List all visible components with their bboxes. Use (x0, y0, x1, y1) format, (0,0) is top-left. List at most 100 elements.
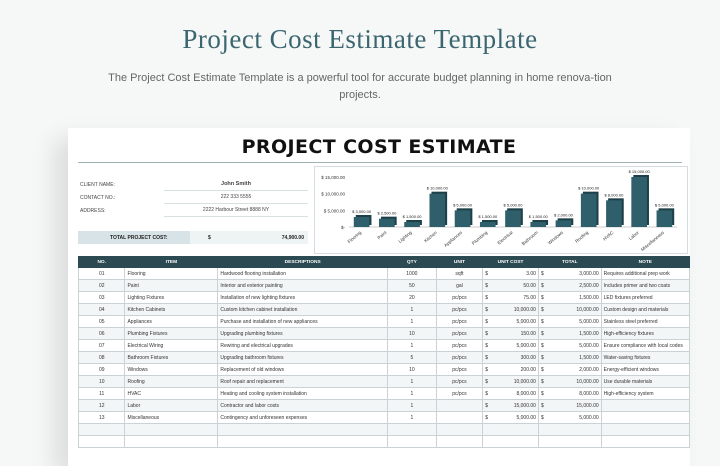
cell-description[interactable]: Interior and exterior painting (217, 279, 388, 292)
cell-total[interactable] (537, 423, 602, 436)
cell-qty[interactable]: 1 (386, 387, 437, 400)
cell-total[interactable]: $10,000.00 (537, 375, 602, 388)
cell-qty[interactable]: 50 (386, 279, 437, 292)
cell-description[interactable]: Replacement of old windows (217, 363, 388, 376)
cell-note[interactable] (600, 435, 690, 448)
cell-qty[interactable]: 1 (386, 375, 437, 388)
cell-unit-cost[interactable]: $5,000.00 (482, 315, 539, 328)
cell-total[interactable]: $1,500.00 (537, 327, 602, 340)
cell-unit-cost[interactable]: $150.00 (482, 327, 539, 340)
cell-no[interactable]: 09 (77, 363, 126, 376)
cell-unit[interactable]: pc/pcs (435, 375, 484, 388)
cell-unit-cost[interactable]: $50.00 (482, 279, 539, 292)
cell-unit[interactable]: sqft (435, 267, 484, 280)
cell-description[interactable]: Purchase and installation of new applian… (217, 315, 388, 328)
cell-item[interactable]: Plumbing Fixtures (124, 327, 219, 340)
cell-note[interactable]: LED fixtures preferred (600, 291, 690, 304)
cell-description[interactable]: Heating and cooling system installation (217, 387, 388, 400)
column-header[interactable]: UNIT (435, 256, 484, 268)
cell-item[interactable]: Bathroom Fixtures (124, 351, 219, 364)
cell-description[interactable]: Hardwood flooring installation (217, 267, 388, 280)
cell-description[interactable] (217, 435, 388, 448)
cell-qty[interactable]: 10 (386, 363, 437, 376)
client-name-value[interactable]: John Smith (164, 178, 308, 191)
column-header[interactable]: DESCRIPTIONS (217, 256, 388, 268)
cell-unit[interactable]: pc/pcs (435, 387, 484, 400)
cell-item[interactable]: Kitchen Cabinets (124, 303, 219, 316)
cell-qty[interactable]: 1 (386, 339, 437, 352)
column-header[interactable]: UNIT COST (482, 256, 539, 268)
cell-no[interactable]: 03 (77, 291, 126, 304)
cell-qty[interactable]: 20 (386, 291, 437, 304)
cell-description[interactable]: Rewiring and electrical upgrades (217, 339, 388, 352)
cell-item[interactable]: Miscellaneous (124, 411, 219, 424)
cell-unit-cost[interactable]: $5,000.00 (482, 339, 539, 352)
cell-qty[interactable]: 1000 (386, 267, 437, 280)
cell-note[interactable]: Ensure compliance with local codes (600, 339, 690, 352)
cell-no[interactable]: 05 (77, 315, 126, 328)
cell-no[interactable]: 07 (77, 339, 126, 352)
cell-item[interactable]: HVAC (124, 387, 219, 400)
cell-total[interactable]: $15,000.00 (537, 399, 602, 412)
cell-description[interactable]: Contractor and labor costs (217, 399, 388, 412)
cell-total[interactable]: $5,000.00 (537, 315, 602, 328)
cell-qty[interactable] (386, 423, 437, 436)
cell-unit[interactable]: pc/pcs (435, 327, 484, 340)
cell-unit-cost[interactable] (482, 423, 539, 436)
cell-unit[interactable]: pc/pcs (435, 303, 484, 316)
cell-no[interactable]: 08 (77, 351, 126, 364)
cell-no[interactable]: 13 (77, 411, 126, 424)
cell-total[interactable]: $1,500.00 (537, 351, 602, 364)
cell-description[interactable] (217, 423, 388, 436)
cell-description[interactable]: Custom kitchen cabinet installation (217, 303, 388, 316)
cell-item[interactable]: Electrical Wiring (124, 339, 219, 352)
cell-total[interactable]: $3,000.00 (537, 267, 602, 280)
cell-qty[interactable] (386, 435, 437, 448)
cell-description[interactable]: Upgrading bathroom fixtures (217, 351, 388, 364)
address-value[interactable]: 2222 Harbour Street 8888 NY (164, 204, 308, 217)
cell-total[interactable] (537, 435, 602, 448)
cell-total[interactable]: $5,000.00 (537, 339, 602, 352)
cell-unit[interactable]: pc/pcs (435, 351, 484, 364)
cell-total[interactable]: $2,000.00 (537, 363, 602, 376)
cell-no[interactable] (77, 435, 126, 448)
cell-unit[interactable]: gal (435, 279, 484, 292)
cell-item[interactable] (124, 423, 219, 436)
cell-item[interactable]: Windows (124, 363, 219, 376)
column-header[interactable]: NO. (77, 256, 126, 268)
cell-unit[interactable]: pc/pcs (435, 363, 484, 376)
cell-item[interactable]: Lighting Fixtures (124, 291, 219, 304)
cell-qty[interactable]: 10 (386, 327, 437, 340)
column-header[interactable]: NOTE (600, 256, 690, 268)
cell-unit[interactable]: pc/pcs (435, 291, 484, 304)
cell-total[interactable]: $2,500.00 (537, 279, 602, 292)
cell-no[interactable] (77, 423, 126, 436)
cell-no[interactable]: 11 (77, 387, 126, 400)
cell-no[interactable]: 04 (77, 303, 126, 316)
cell-item[interactable] (124, 435, 219, 448)
cell-note[interactable] (600, 411, 690, 424)
column-header[interactable]: TOTAL (537, 256, 602, 268)
cell-qty[interactable]: 1 (386, 411, 437, 424)
cell-unit[interactable] (435, 399, 484, 412)
cell-unit-cost[interactable]: $3.00 (482, 267, 539, 280)
cell-unit-cost[interactable]: $300.00 (482, 351, 539, 364)
cell-unit-cost[interactable]: $10,000.00 (482, 375, 539, 388)
cell-unit-cost[interactable]: $15,000.00 (482, 399, 539, 412)
cell-note[interactable]: Water-saving fixtures (600, 351, 690, 364)
cell-qty[interactable]: 1 (386, 399, 437, 412)
cell-note[interactable]: Requires additional prep work (600, 267, 690, 280)
cell-note[interactable]: Use durable materials (600, 375, 690, 388)
cell-description[interactable]: Contingency and unforeseen expenses (217, 411, 388, 424)
cell-item[interactable]: Flooring (124, 267, 219, 280)
cell-note[interactable] (600, 399, 690, 412)
cell-note[interactable]: Stainless steel preferred (600, 315, 690, 328)
cell-total[interactable]: $10,000.00 (537, 303, 602, 316)
cell-unit[interactable]: pc/pcs (435, 315, 484, 328)
column-header[interactable]: ITEM (124, 256, 219, 268)
cell-total[interactable]: $1,500.00 (537, 291, 602, 304)
cell-item[interactable]: Roofing (124, 375, 219, 388)
cell-unit[interactable] (435, 435, 484, 448)
cell-no[interactable]: 06 (77, 327, 126, 340)
cell-note[interactable] (600, 423, 690, 436)
